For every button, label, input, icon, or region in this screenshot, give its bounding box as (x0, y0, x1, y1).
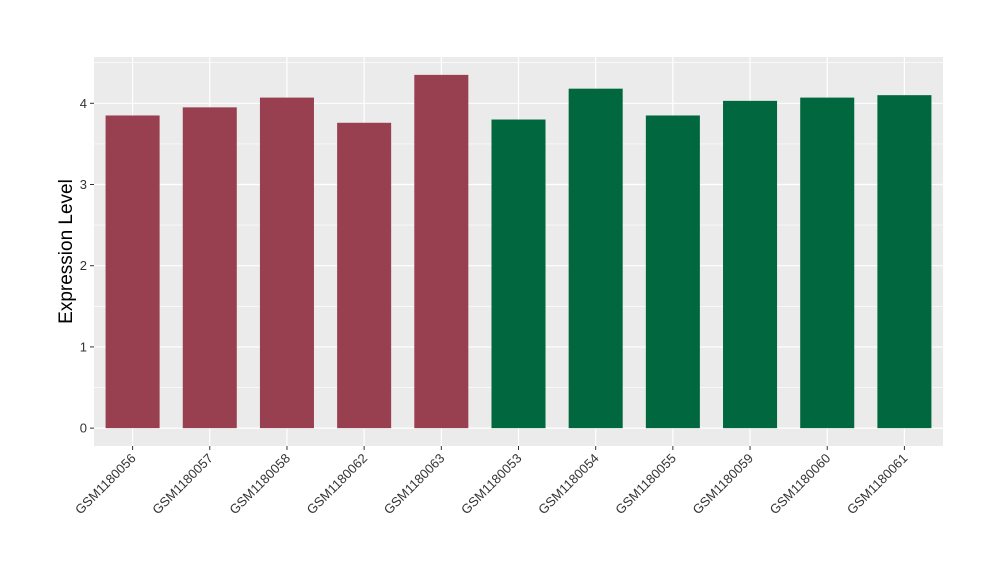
bar-GSM1180053 (491, 119, 546, 429)
x-tick-label: GSM1180053 (458, 451, 525, 518)
bar-GSM1180056 (105, 115, 160, 429)
x-tick-label: GSM1180061 (844, 451, 911, 518)
x-tick-label: GSM1180060 (767, 451, 834, 518)
y-axis-title: Expression Level (56, 179, 77, 324)
bar-GSM1180059 (723, 100, 778, 429)
x-tick-label: GSM1180058 (226, 451, 293, 518)
bar-GSM1180058 (259, 97, 314, 429)
bar-GSM1180057 (182, 107, 237, 429)
y-tick-label: 1 (80, 339, 87, 354)
x-tick-label: GSM1180062 (304, 451, 371, 518)
x-tick-label: GSM1180059 (690, 451, 757, 518)
x-tick-label: GSM1180057 (149, 451, 216, 518)
y-tick-label: 3 (80, 177, 87, 192)
y-tick-label: 4 (80, 96, 87, 111)
bars (105, 74, 932, 429)
bar-GSM1180054 (568, 88, 623, 429)
y-tick-label: 2 (80, 258, 87, 273)
x-tick-label: GSM1180054 (535, 451, 602, 518)
x-axis: GSM1180056 GSM1180057 GSM1180058 GSM1180062… (72, 446, 911, 518)
y-tick-label: 0 (80, 421, 87, 436)
y-axis: 0 1 2 3 4 (80, 96, 94, 436)
bar-GSM1180055 (645, 115, 700, 429)
bar-GSM1180060 (800, 97, 855, 429)
x-tick-label: GSM1180063 (381, 451, 448, 518)
x-tick-label: GSM1180056 (72, 451, 139, 518)
bar-GSM1180061 (877, 95, 932, 429)
x-tick-label: GSM1180055 (612, 451, 679, 518)
bar-GSM1180062 (337, 122, 392, 429)
bar-GSM1180063 (414, 74, 469, 429)
